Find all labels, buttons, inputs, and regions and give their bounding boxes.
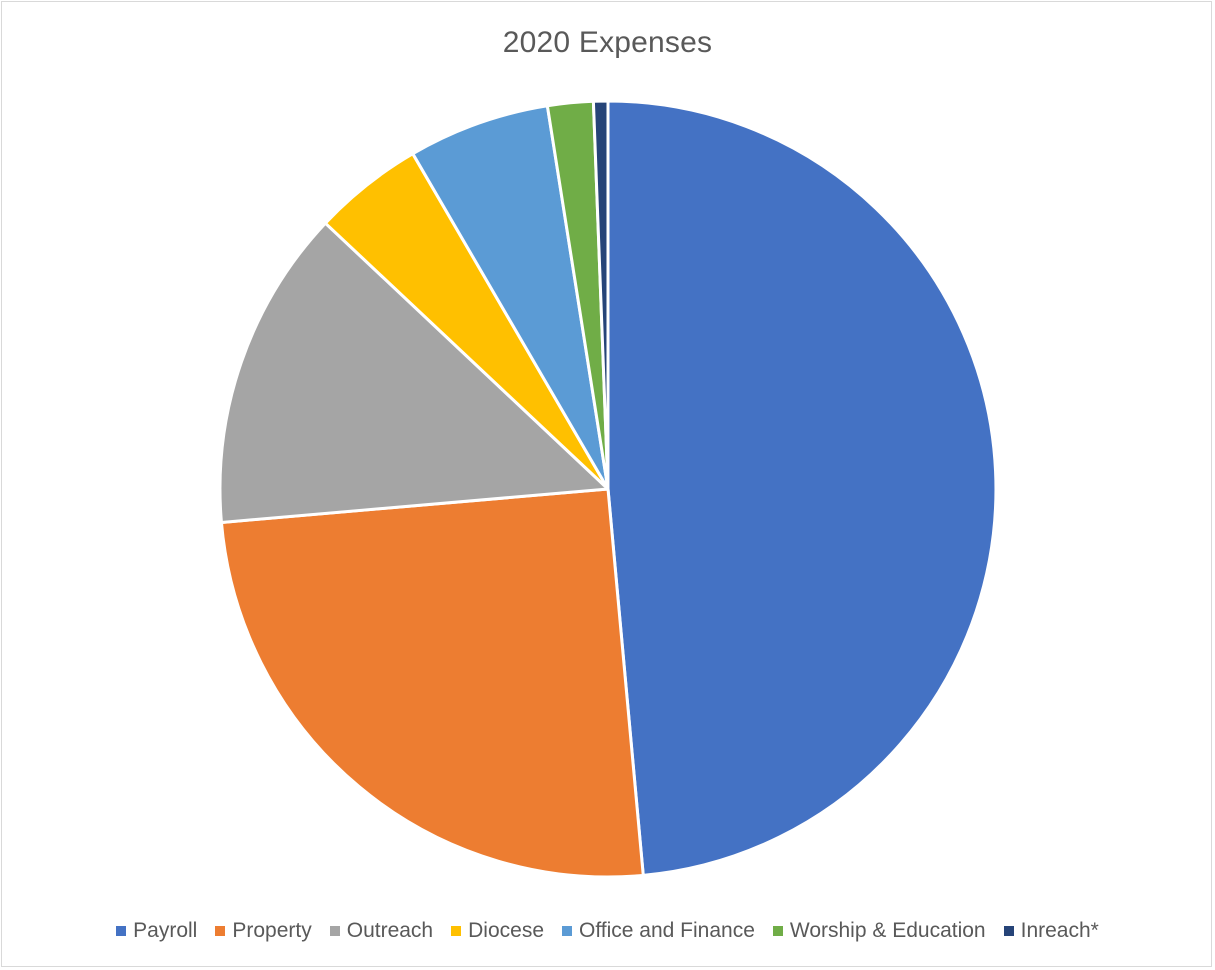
legend-swatch bbox=[451, 926, 462, 936]
legend-swatch bbox=[772, 926, 783, 936]
legend-label: Inreach* bbox=[1020, 919, 1099, 942]
legend-swatch bbox=[116, 926, 127, 936]
legend: Payroll Property Outreach Diocese Office and… bbox=[0, 916, 1215, 946]
pie-slice-payroll bbox=[606, 99, 998, 877]
legend-label: Property bbox=[232, 919, 312, 942]
legend-swatch bbox=[329, 926, 340, 936]
legend-item-inreach: Inreach* bbox=[1003, 919, 1099, 943]
pie-slice-property bbox=[219, 487, 645, 879]
pie-slice-inreach bbox=[591, 99, 610, 491]
legend-label: Outreach bbox=[346, 919, 434, 942]
legend-item-diocese: Diocese bbox=[451, 919, 544, 943]
legend-item-office-and-finance: Office and Finance bbox=[562, 919, 755, 943]
legend-label: Worship & Education bbox=[789, 919, 986, 942]
legend-swatch bbox=[562, 926, 572, 936]
legend-item-property: Property bbox=[215, 919, 312, 943]
legend-label: Diocese bbox=[468, 919, 544, 942]
legend-label: Payroll bbox=[133, 919, 198, 942]
chart-title: 2020 Expenses bbox=[502, 26, 713, 59]
pie-slice-office-and-finance bbox=[411, 104, 610, 491]
legend-item-payroll: Payroll bbox=[116, 919, 197, 943]
legend-swatch bbox=[215, 926, 226, 936]
pie-slice-outreach bbox=[218, 221, 610, 524]
legend-label: Office and Finance bbox=[579, 919, 755, 942]
legend-item-worship-education: Worship & Education bbox=[772, 919, 986, 943]
legend-swatch bbox=[1003, 926, 1014, 936]
legend-item-outreach: Outreach bbox=[329, 919, 434, 943]
